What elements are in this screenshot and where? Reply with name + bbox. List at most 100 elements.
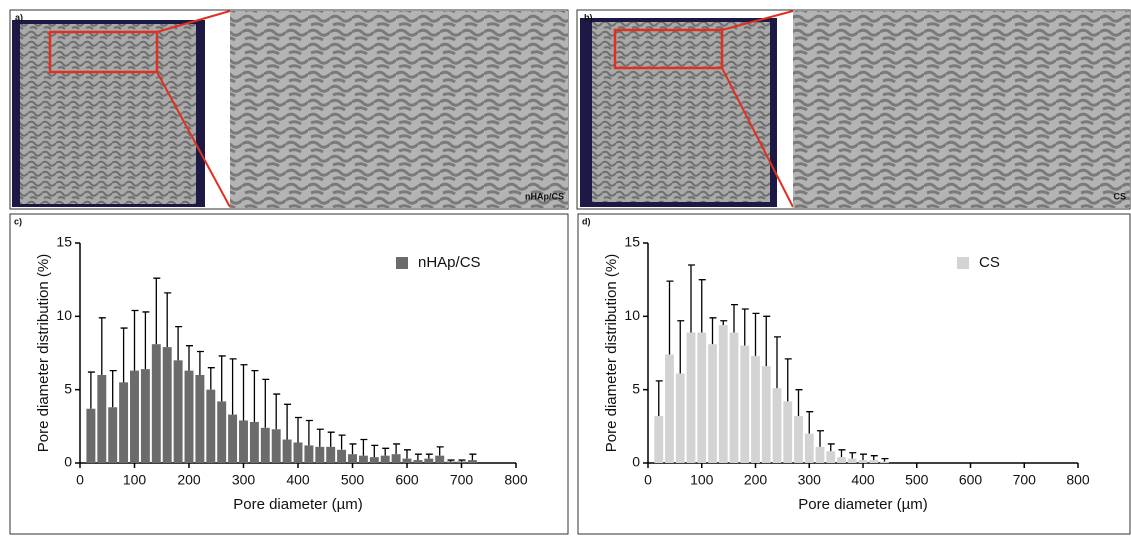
x-tick-label: 0 [76,472,84,488]
error-bar [153,277,161,345]
bar [804,433,814,463]
bar [304,445,314,463]
bar [282,439,292,463]
x-tick-label: 300 [798,472,822,488]
error-bar [109,369,117,408]
bar [380,455,390,463]
bar [718,325,728,463]
panel-a: a) nHAp/CS [9,9,569,210]
error-bar [469,453,477,461]
chart-frame [577,213,1131,535]
bar [130,370,139,463]
legend-swatch [396,257,408,269]
bar [697,332,707,463]
x-tick-label: 800 [504,472,528,488]
bar [794,416,803,463]
bar [815,446,825,463]
zoom-line [721,67,794,208]
bar [847,458,857,463]
bar [315,446,325,463]
x-tick-label: 600 [959,472,983,488]
x-tick-label: 400 [286,472,310,488]
x-tick-label: 700 [1013,472,1037,488]
panel-label: c) [14,216,22,226]
bar [217,401,227,463]
bar [239,420,248,463]
image-caption: CS [1113,191,1126,201]
bar [369,457,379,463]
error-bar [709,317,717,345]
error-bar [870,455,878,461]
error-bar [382,447,390,456]
error-bar [349,443,357,455]
bar [206,389,216,463]
bar [195,375,205,463]
error-bar [251,369,259,422]
panel-label: d) [582,216,591,226]
bar [86,408,96,463]
bar [826,451,836,463]
y-tick-label: 0 [64,454,72,470]
error-bar [752,312,760,356]
x-tick-label: 400 [851,472,875,488]
bar [249,421,259,463]
bar [413,460,423,463]
bar [783,401,793,463]
error-bar [262,378,270,428]
bar [686,332,696,463]
bar [880,461,889,463]
bar [271,429,281,463]
error-bar [655,380,663,417]
error-bar [817,430,824,447]
error-bar [763,315,771,367]
bar [337,449,347,463]
error-bar [240,364,248,421]
bar [184,370,194,463]
y-axis-label: Pore diameter distribution (%) [35,254,52,452]
legend-label: nHAp/CS [418,254,481,271]
error-bar [164,292,172,348]
bar [772,388,782,463]
bar [457,461,466,463]
bar [467,460,477,463]
error-bar [827,443,835,452]
error-bar [338,434,346,450]
bar [869,460,879,463]
error-bar [849,452,857,459]
error-bar [447,459,455,462]
error-bar [284,403,292,440]
x-tick-label: 200 [177,472,201,488]
error-bar [120,327,128,383]
x-tick-label: 700 [450,472,474,488]
error-bar [87,371,95,409]
zoom-line [156,71,231,208]
error-bar [698,279,706,333]
error-bar [305,419,313,446]
bar [435,455,445,463]
bar [708,344,717,463]
bar [654,416,664,463]
error-bar [425,453,433,459]
error-bar [806,411,814,434]
bar [402,458,412,463]
zoom-image [230,11,568,208]
error-bar [229,358,237,415]
bar [761,366,771,463]
scaffold-image [592,22,770,202]
error-bar [436,446,444,456]
error-bar [207,367,215,390]
bar [729,332,739,463]
panel-label: b) [584,12,593,22]
bar [97,375,107,463]
error-bar [186,345,193,371]
bar [228,414,238,463]
zoom-image [793,11,1130,208]
error-bar [795,389,803,417]
panel-label: a) [15,12,23,22]
y-tick-label: 5 [64,380,72,396]
error-bar [295,416,302,443]
y-axis-label: Pore diameter distribution (%) [603,254,620,452]
y-tick-label: 5 [632,380,640,396]
bar [446,461,456,463]
zoom-line [721,10,794,31]
